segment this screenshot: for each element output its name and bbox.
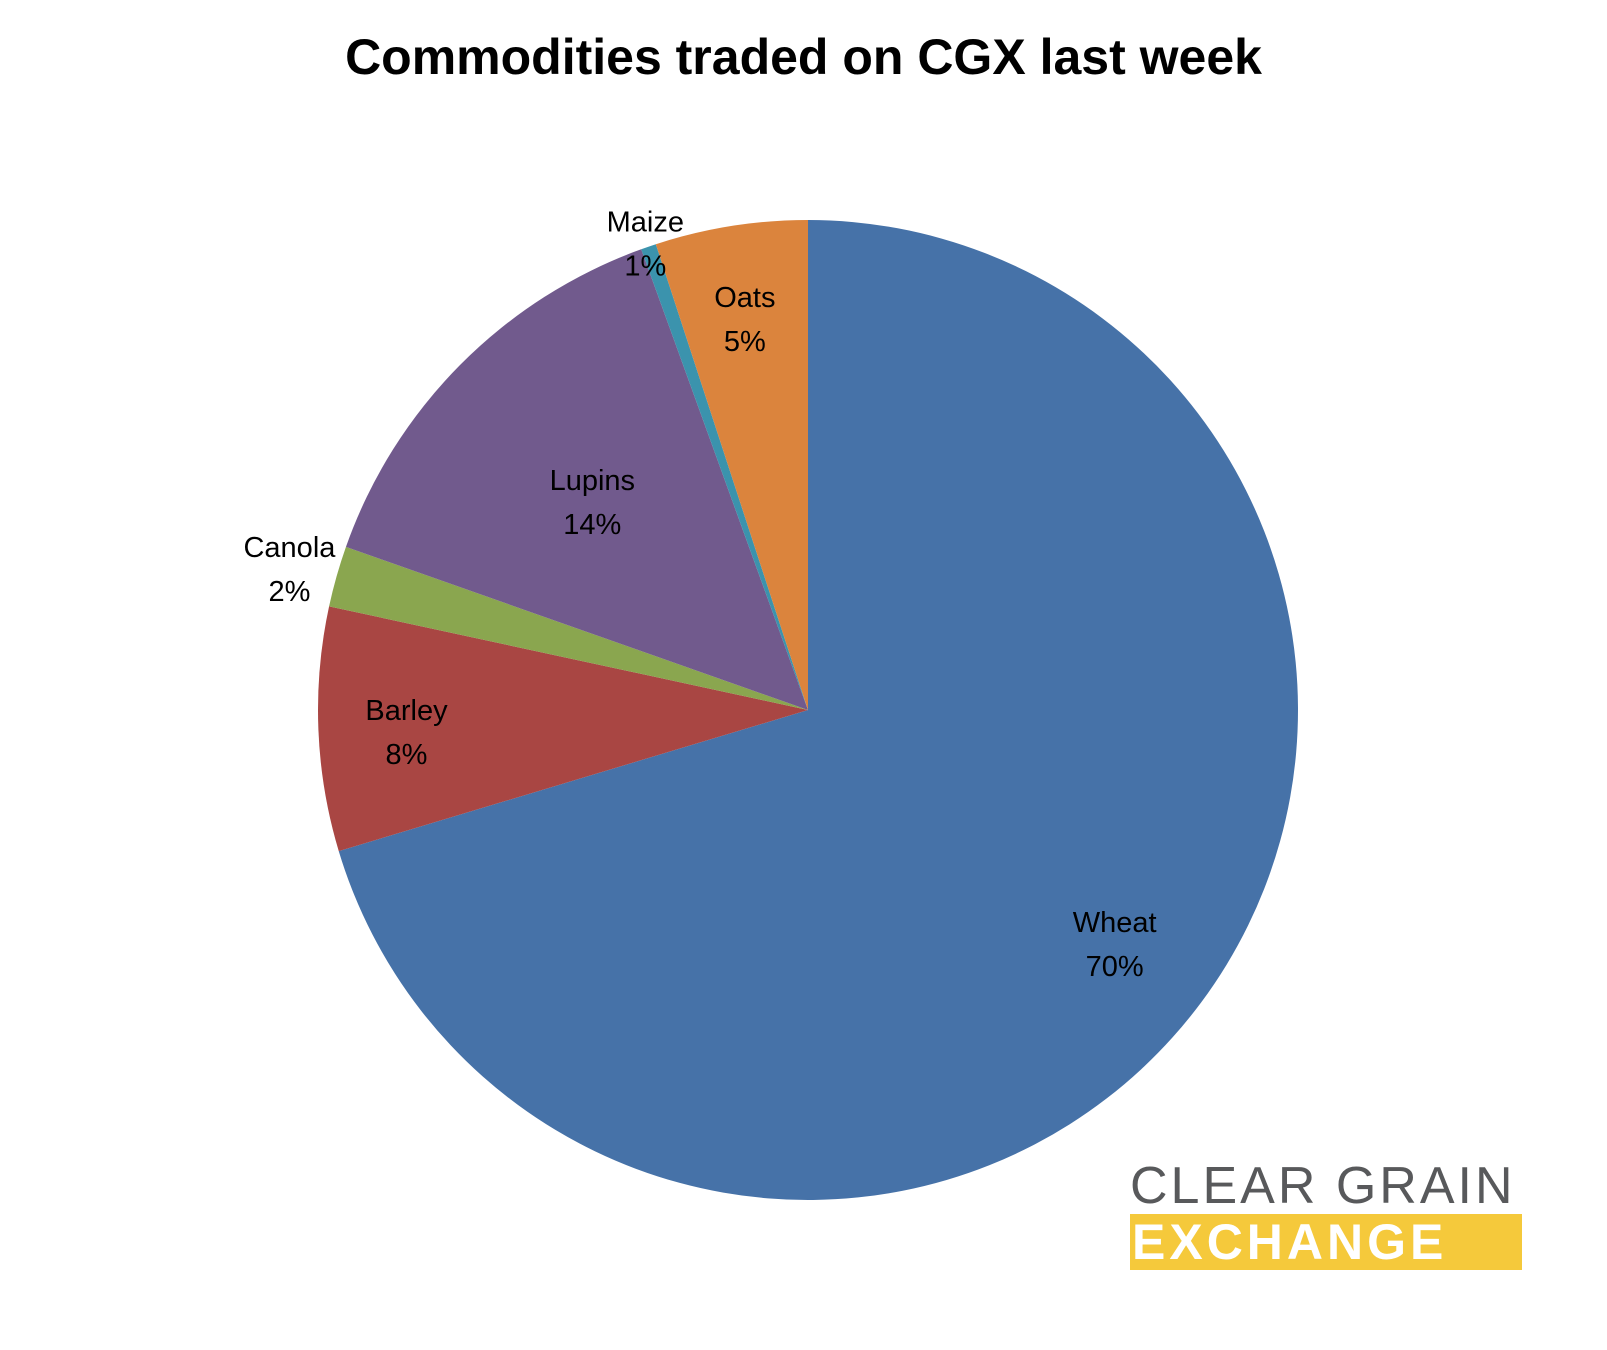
- slice-value-lupins: 14%: [563, 509, 621, 541]
- slice-label-barley: Barley: [365, 695, 448, 727]
- slice-label-canola: Canola: [243, 532, 336, 564]
- pie-slices: [317, 220, 1299, 1200]
- slice-value-oats: 5%: [724, 326, 766, 358]
- slice-barley: [317, 606, 808, 852]
- slice-maize: [641, 244, 808, 710]
- clear-grain-exchange-logo: CLEAR GRAIN EXCHANGE: [1130, 1160, 1522, 1270]
- slice-value-barley: 8%: [386, 739, 428, 771]
- slice-value-canola: 2%: [268, 576, 310, 608]
- slice-label-wheat: Wheat: [1073, 907, 1157, 939]
- logo-line2: EXCHANGE: [1130, 1214, 1522, 1270]
- slice-label-oats: Oats: [714, 282, 775, 314]
- slice-value-wheat: 70%: [1086, 951, 1144, 983]
- logo-line1: CLEAR GRAIN: [1130, 1157, 1516, 1215]
- slice-lupins: [345, 249, 808, 710]
- slice-oats: [655, 220, 808, 710]
- slice-wheat: [338, 220, 1299, 1200]
- chart-title: Commodities traded on CGX last week: [345, 29, 1262, 85]
- slice-canola: [329, 546, 808, 710]
- slice-label-maize: Maize: [607, 206, 684, 238]
- slice-value-maize: 1%: [624, 250, 666, 282]
- pie-labels: Wheat 70% Barley 8% Canola 2% Lupins 14% Maize 1%…: [243, 206, 1156, 983]
- slice-label-lupins: Lupins: [550, 465, 635, 497]
